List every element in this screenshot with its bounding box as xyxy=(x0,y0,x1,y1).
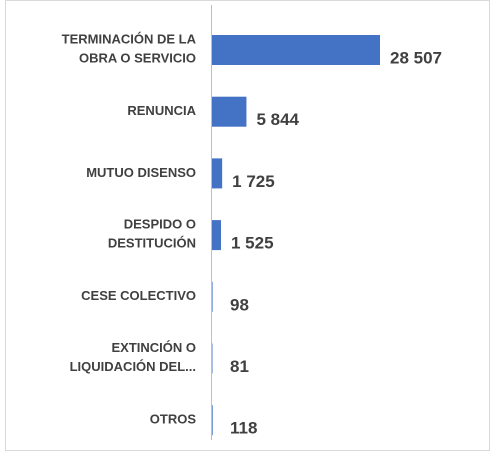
value-label: 81 xyxy=(230,357,249,376)
bar xyxy=(212,158,222,188)
value-label: 98 xyxy=(230,295,249,314)
chart-frame xyxy=(6,1,490,451)
category-label: MUTUO DISENSO xyxy=(86,165,196,180)
category-label: RENUNCIA xyxy=(127,103,196,118)
bar xyxy=(212,97,246,127)
value-label: 28 507 xyxy=(390,48,442,67)
bar xyxy=(212,282,213,312)
value-label: 1 525 xyxy=(231,234,274,253)
bar xyxy=(212,220,221,250)
category-label: CESE COLECTIVO xyxy=(81,288,196,303)
value-label: 1 725 xyxy=(232,172,275,191)
bar xyxy=(212,35,380,65)
value-label: 5 844 xyxy=(256,110,299,129)
value-label: 118 xyxy=(230,419,257,438)
category-label: OTROS xyxy=(150,412,197,427)
bar xyxy=(212,405,213,435)
